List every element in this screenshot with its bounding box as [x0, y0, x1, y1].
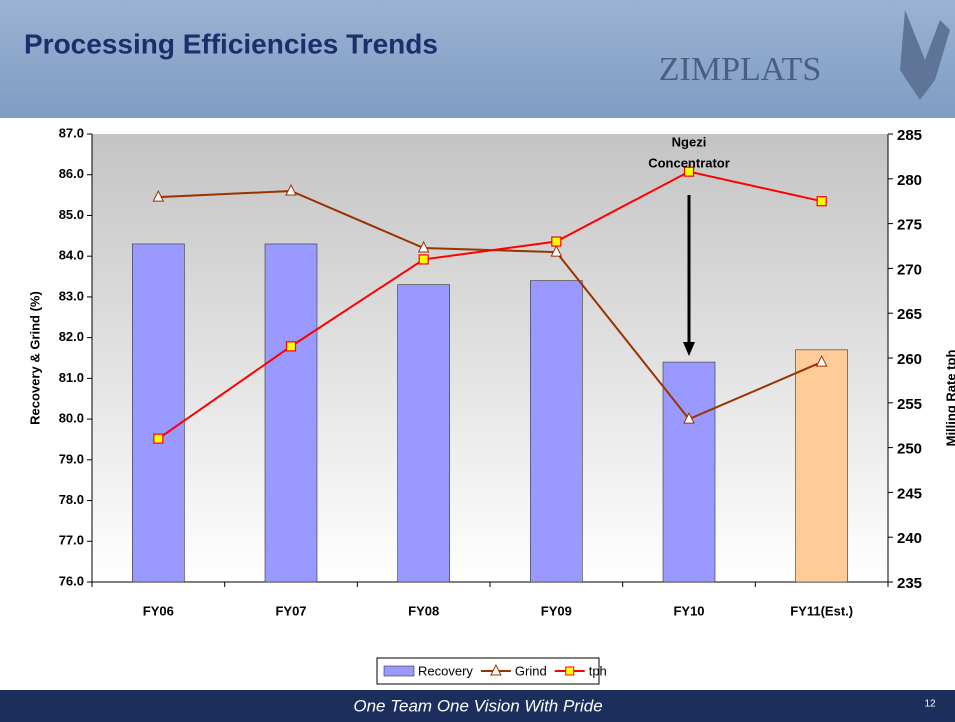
y-tick-label: 87.0 — [59, 125, 84, 140]
marker — [683, 166, 695, 177]
y2-tick-label: 265 — [897, 306, 922, 323]
line — [157, 170, 822, 440]
legend-swatch — [490, 663, 502, 676]
legend-label: Grind — [515, 663, 547, 678]
footer-text: One Team One Vision With Pride — [353, 696, 602, 715]
y-tick-label: 81.0 — [59, 370, 84, 385]
slide-title: Processing Efficiencies Trends — [24, 28, 438, 59]
y2-tick-label: 275 — [897, 217, 922, 234]
y2-tick-label: 245 — [897, 485, 922, 502]
y-tick-label: 86.0 — [59, 166, 84, 181]
bar — [397, 284, 450, 583]
y2-tick-label: 270 — [897, 261, 922, 278]
marker — [816, 196, 827, 207]
logo: ZIMPLATS — [659, 51, 821, 88]
marker — [417, 240, 430, 253]
y2-tick-label: 285 — [897, 127, 922, 144]
marker — [418, 254, 429, 265]
annotation: Concentrator — [648, 155, 730, 170]
x-tick-label: FY10 — [673, 603, 704, 618]
page-number: 12 — [924, 699, 936, 710]
x-tick-label: FY09 — [541, 603, 572, 618]
x-tick-label: FY08 — [408, 603, 439, 618]
marker — [285, 341, 297, 352]
bar — [132, 243, 185, 583]
annotation-arrowhead — [683, 342, 695, 356]
plot-area — [92, 134, 888, 582]
y-tick-label: 84.0 — [59, 248, 84, 263]
y2-tick-label: 240 — [897, 530, 922, 547]
y-tick-label: 76.0 — [59, 573, 84, 588]
marker — [683, 411, 695, 424]
y-tick-label: 78.0 — [59, 492, 84, 507]
logo-icon — [900, 10, 950, 100]
chart: 76.0 77.0 78.0 79.0 80.0 81.0 82.0 83.0 84.0 85.0… — [27, 125, 955, 685]
y2-tick-label: 260 — [897, 351, 922, 368]
y-tick-label: 80.0 — [59, 411, 84, 426]
y-tick-label: 82.0 — [59, 329, 84, 344]
legend-label: tph — [589, 663, 607, 678]
y2-tick-label: 250 — [897, 441, 922, 458]
y2-tick-label: 280 — [897, 172, 922, 189]
legend-swatch — [383, 665, 415, 677]
y2-tick-label: 235 — [897, 575, 922, 592]
marker — [815, 354, 828, 367]
y-tick-label: 85.0 — [59, 207, 84, 222]
legend: Recovery Grind tph — [376, 657, 607, 685]
y-tick-label: 83.0 — [59, 288, 84, 303]
bar — [530, 280, 583, 583]
marker — [152, 190, 165, 202]
bar — [795, 349, 848, 583]
bar — [264, 243, 318, 583]
y-axis-label: Recovery & Grind (%) — [27, 291, 42, 425]
legend-swatch — [565, 666, 575, 676]
header-band — [0, 0, 955, 118]
y2-tick-label: 255 — [897, 396, 922, 413]
x-tick-label: FY11(Est.) — [790, 603, 853, 618]
legend-label: Recovery — [418, 663, 473, 678]
marker — [550, 244, 563, 257]
marker — [153, 433, 164, 444]
y-tick-label: 77.0 — [59, 533, 84, 548]
y-tick-label: 79.0 — [59, 451, 84, 466]
marker — [285, 183, 297, 196]
footer-band — [0, 690, 955, 722]
marker — [551, 236, 562, 247]
x-tick-label: FY06 — [143, 603, 174, 618]
x-tick-label: FY07 — [275, 603, 306, 618]
annotation: Ngezi — [672, 134, 707, 149]
y2-axis-label: Milling Rate tph — [943, 350, 955, 447]
